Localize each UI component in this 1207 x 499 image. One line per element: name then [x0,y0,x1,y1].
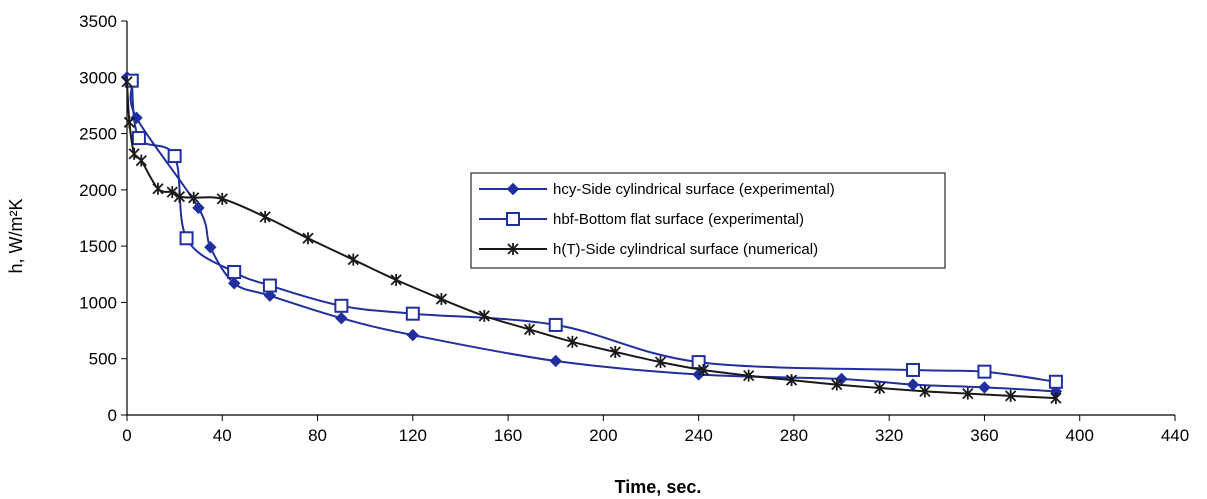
diamond-marker [906,378,920,391]
star-marker [1005,389,1017,402]
star-marker [121,75,133,88]
star-marker [874,381,886,394]
y-axis-title: h, W/m²K [6,199,26,274]
diamond-marker [335,311,348,325]
x-tick-label: 440 [1161,426,1189,445]
square-marker [227,265,242,280]
series-line [126,81,1056,400]
series-2 [124,73,1063,389]
diamond-marker [406,328,420,342]
star-marker [743,369,755,382]
square-marker [131,131,146,146]
star-marker [1050,392,1062,405]
x-tick-label: 200 [589,426,617,445]
square-marker [405,306,420,321]
x-tick-label: 40 [213,426,232,445]
star-marker [962,387,974,400]
star-marker [566,335,579,348]
diamond-marker [227,277,241,290]
y-tick-label: 1500 [79,237,117,256]
diamond-marker [192,201,205,215]
diamond-marker [549,354,562,368]
series-3 [121,75,1062,405]
star-marker [216,192,228,205]
x-axis-title: Time, sec. [615,477,702,497]
star-marker [302,232,314,245]
square-marker [977,364,992,379]
star-marker [654,356,667,369]
star-marker [919,385,931,398]
star-marker [478,309,490,322]
square-marker [179,231,194,246]
square-marker [334,298,349,313]
y-tick-label: 2000 [79,181,117,200]
diamond-marker [506,182,520,196]
legend: hcy-Side cylindrical surface (experiment… [470,172,946,269]
x-tick-label: 400 [1066,426,1094,445]
y-tick-group: 0 500 1000 1500 2000 2500 3000 3500 [79,12,127,425]
star-marker [259,210,271,223]
x-tick-label: 80 [308,426,327,445]
x-tick-label: 160 [494,426,522,445]
star-marker [347,253,359,266]
y-tick-label: 3500 [79,12,117,31]
diamond-marker [263,289,277,302]
x-tick-group: 0 40 80 120 160 200 240 280 320 360 400 440 [122,415,1189,445]
square-marker [548,317,563,332]
square-marker [906,362,920,377]
x-tick-label: 120 [399,426,427,445]
square-marker [691,355,706,370]
star-marker [123,116,136,129]
legend-box [470,172,946,269]
series-group [120,71,1063,405]
y-tick-label: 1000 [79,293,117,312]
star-marker [166,186,178,199]
star-marker [435,293,448,306]
star-marker [523,323,536,336]
diamond-marker [204,241,217,254]
y-tick-label: 0 [108,406,117,425]
square-marker [1048,374,1063,389]
legend-label: hbf-Bottom flat surface (experimental) [553,211,804,228]
star-marker [609,345,621,358]
x-tick-label: 320 [875,426,903,445]
star-marker [507,243,519,255]
square-marker [167,149,182,164]
star-marker [173,190,186,203]
square-marker [262,278,277,293]
square-marker [506,212,520,226]
star-marker [152,182,164,195]
star-marker [390,273,402,286]
star-marker [697,363,710,376]
star-marker [135,154,147,167]
x-tick-label: 240 [684,426,712,445]
y-tick-label: 500 [89,350,117,369]
x-tick-label: 360 [970,426,998,445]
series-line [126,76,1056,393]
y-tick-label: 2500 [79,125,117,144]
x-tick-label: 280 [780,426,808,445]
star-marker [188,191,200,204]
legend-label: hcy-Side cylindrical surface (experiment… [553,181,835,198]
legend-label: h(T)-Side cylindrical surface (numerical… [553,241,818,258]
diamond-marker [978,381,991,394]
y-tick-label: 3000 [79,68,117,87]
star-marker [831,378,843,391]
x-tick-label: 0 [122,426,131,445]
star-marker [785,374,798,387]
